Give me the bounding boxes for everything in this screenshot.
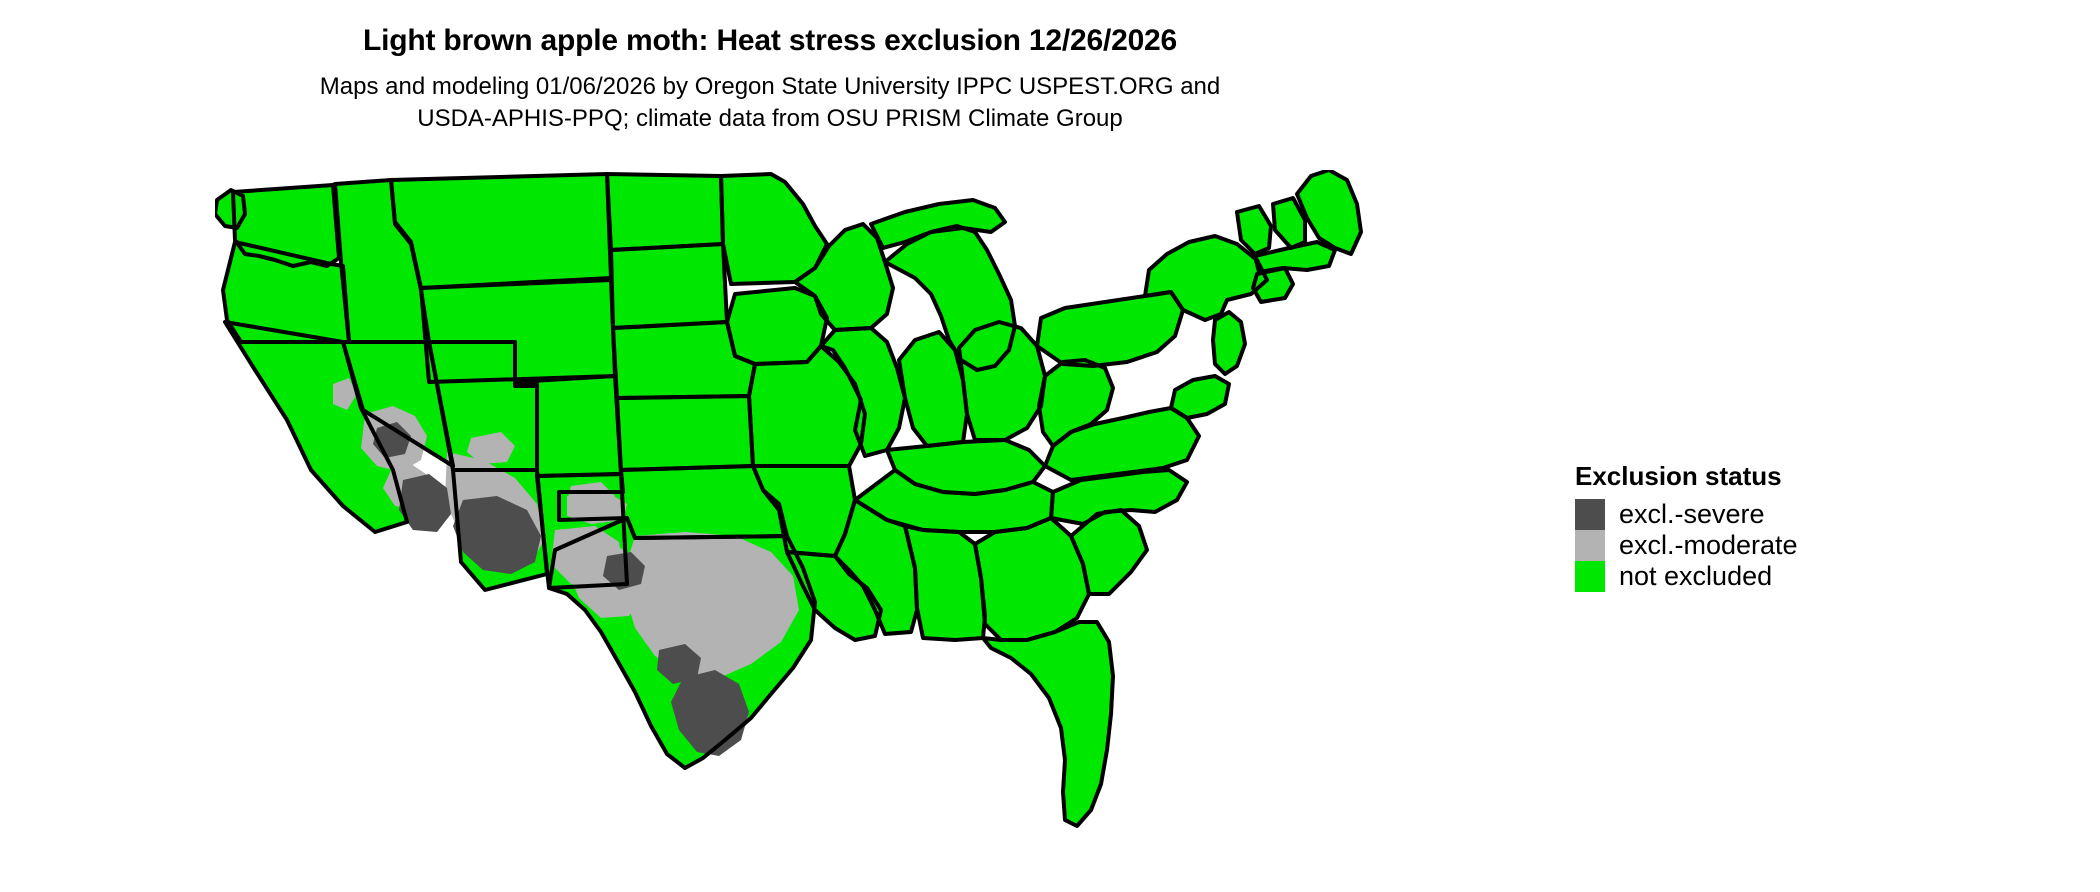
state-virginia — [1045, 408, 1199, 480]
us-map-figure — [215, 170, 1575, 890]
legend-swatch-severe — [1575, 498, 1605, 530]
border-new-mexico — [535, 472, 629, 590]
states-fill-group — [215, 170, 1361, 826]
state-florida — [983, 622, 1113, 826]
moderate-central-valley-edge — [333, 378, 357, 410]
border-iowa — [725, 286, 829, 366]
state-south-dakota — [611, 244, 727, 328]
state-new-jersey — [1213, 312, 1245, 374]
border-new-york — [1143, 234, 1269, 322]
border-wisconsin — [793, 222, 895, 332]
state-tennessee — [855, 470, 1053, 532]
border-west-virginia — [1037, 358, 1115, 448]
state-minnesota — [721, 174, 827, 284]
severe-rio-grande — [657, 644, 701, 684]
state-maine — [1297, 170, 1361, 254]
legend-label-moderate: excl.-moderate — [1619, 529, 1798, 560]
border-michigan — [883, 224, 1017, 372]
legend-swatch-not-excluded — [1575, 560, 1605, 592]
page-subtitle: Maps and modeling 01/06/2026 by Oregon S… — [0, 57, 1540, 136]
state-michigan-up — [871, 200, 1005, 248]
legend-item-moderate: excl.-moderate — [1575, 529, 1915, 561]
state-california — [225, 322, 407, 532]
subtitle-line-2: USDA-APHIS-PPQ; climate data from OSU PR… — [417, 105, 1123, 133]
border-new-hampshire — [1271, 196, 1307, 250]
state-massachusetts — [1255, 242, 1335, 272]
state-georgia — [975, 518, 1089, 640]
moderate-utah-south — [467, 432, 515, 464]
severe-sonoran-arizona — [453, 496, 541, 574]
state-iowa — [727, 288, 827, 364]
severe-colorado-desert — [399, 474, 451, 532]
border-michigan-up — [869, 198, 1007, 250]
border-minnesota — [719, 172, 829, 286]
border-new-jersey — [1211, 310, 1247, 376]
state-ohio — [959, 322, 1045, 440]
border-washington-olympic — [215, 188, 247, 230]
us-map-svg — [215, 170, 1363, 828]
border-texas — [547, 516, 817, 770]
state-missouri — [749, 346, 865, 466]
moderate-texas-central — [625, 532, 799, 678]
state-washington-olympic — [215, 190, 245, 228]
border-maine — [1295, 170, 1363, 256]
state-west-virginia — [1039, 360, 1113, 446]
state-kentucky — [887, 440, 1045, 494]
state-maryland — [1171, 376, 1229, 418]
state-nebraska — [613, 322, 755, 398]
map-base-layer — [215, 170, 1363, 828]
state-kansas — [617, 396, 753, 470]
map-legend: Exclusion status excl.-severe excl.-mode… — [1575, 462, 1915, 592]
state-pennsylvania — [1037, 292, 1183, 366]
state-wyoming — [421, 280, 615, 382]
legend-swatch-moderate — [1575, 529, 1605, 561]
state-new-york — [1145, 236, 1267, 320]
state-connecticut — [1253, 268, 1293, 302]
border-arizona — [451, 468, 549, 592]
severe-pecos-texas — [603, 552, 645, 590]
state-arkansas — [753, 466, 855, 556]
border-vermont — [1235, 204, 1273, 256]
legend-label-not-excluded: not excluded — [1619, 560, 1773, 591]
state-borders-group — [215, 170, 1363, 828]
state-north-dakota — [607, 174, 723, 250]
border-maryland — [1169, 374, 1231, 420]
legend-item-not-excluded: not excluded — [1575, 560, 1915, 592]
state-montana — [391, 174, 611, 288]
state-oklahoma — [559, 466, 787, 538]
legend-label-severe: excl.-severe — [1619, 498, 1765, 529]
page-header: Light brown apple moth: Heat stress excl… — [0, 0, 1540, 136]
state-indiana — [899, 332, 967, 446]
border-florida — [981, 620, 1115, 828]
border-illinois — [819, 326, 907, 458]
legend-title: Exclusion status — [1575, 461, 1782, 491]
state-idaho — [335, 180, 429, 342]
state-louisiana — [787, 552, 881, 640]
state-oregon — [223, 242, 349, 342]
border-oregon — [221, 240, 351, 344]
legend-item-severe: excl.-severe — [1575, 498, 1915, 530]
state-alabama — [905, 526, 985, 640]
page-title: Light brown apple moth: Heat stress excl… — [362, 24, 1178, 57]
state-mississippi — [835, 500, 917, 634]
state-colorado — [515, 376, 621, 476]
subtitle-line-1: Maps and modeling 01/06/2026 by Oregon S… — [319, 73, 1221, 100]
